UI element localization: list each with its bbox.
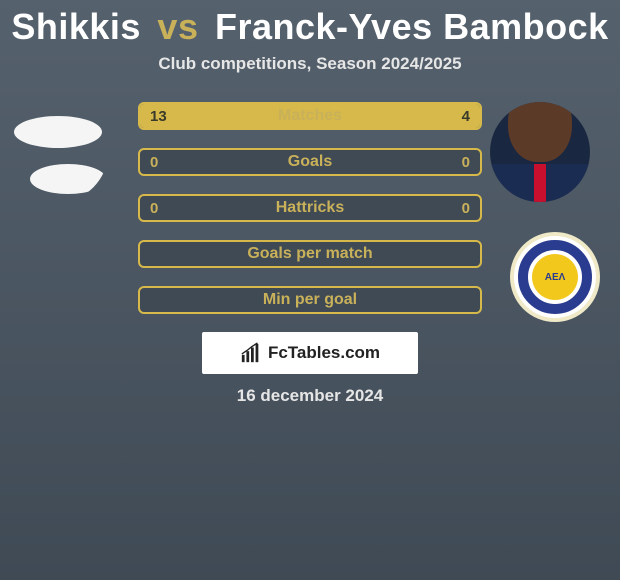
stat-value-left: 0 xyxy=(140,196,168,220)
brand-badge: FcTables.com xyxy=(202,332,418,374)
stat-row: Min per goal xyxy=(138,286,482,314)
stat-label: Goals per match xyxy=(140,242,480,266)
stat-bars: Matches134Goals00Hattricks00Goals per ma… xyxy=(138,102,482,314)
chart-icon xyxy=(240,342,262,364)
stat-value-right: 4 xyxy=(452,104,480,128)
avatar-placeholder-shape xyxy=(30,164,106,194)
stat-value-left: 13 xyxy=(140,104,177,128)
stat-label: Goals xyxy=(140,150,480,174)
stat-label: Matches xyxy=(140,104,480,128)
stat-value-right: 0 xyxy=(452,150,480,174)
stat-value-left: 0 xyxy=(140,150,168,174)
comparison-card: Shikkis vs Franck-Yves Bambock Club comp… xyxy=(0,0,620,580)
subtitle: Club competitions, Season 2024/2025 xyxy=(0,54,620,74)
player1-avatar xyxy=(8,102,108,202)
player2-club-crest: ΑΕΛ xyxy=(510,232,600,322)
comparison-title: Shikkis vs Franck-Yves Bambock xyxy=(0,6,620,48)
crest-inner: ΑΕΛ xyxy=(532,254,578,300)
date-label: 16 december 2024 xyxy=(0,386,620,406)
avatar-placeholder-shape xyxy=(14,116,102,148)
avatar-jersey-stripe xyxy=(534,164,546,202)
player1-name: Shikkis xyxy=(11,6,141,47)
stat-row: Matches13 4 xyxy=(138,102,482,130)
vs-label: vs xyxy=(157,6,198,47)
stat-row: Goals0 0 xyxy=(138,148,482,176)
stat-label: Hattricks xyxy=(140,196,480,220)
stat-value-right: 0 xyxy=(452,196,480,220)
stat-label: Min per goal xyxy=(140,288,480,312)
player2-name: Franck-Yves Bambock xyxy=(215,6,609,47)
content-area: ΑΕΛ Matches134Goals00Hattricks00Goals pe… xyxy=(0,102,620,406)
stat-row: Hattricks0 0 xyxy=(138,194,482,222)
stat-row: Goals per match xyxy=(138,240,482,268)
player2-avatar xyxy=(490,102,590,202)
brand-text: FcTables.com xyxy=(268,343,380,363)
